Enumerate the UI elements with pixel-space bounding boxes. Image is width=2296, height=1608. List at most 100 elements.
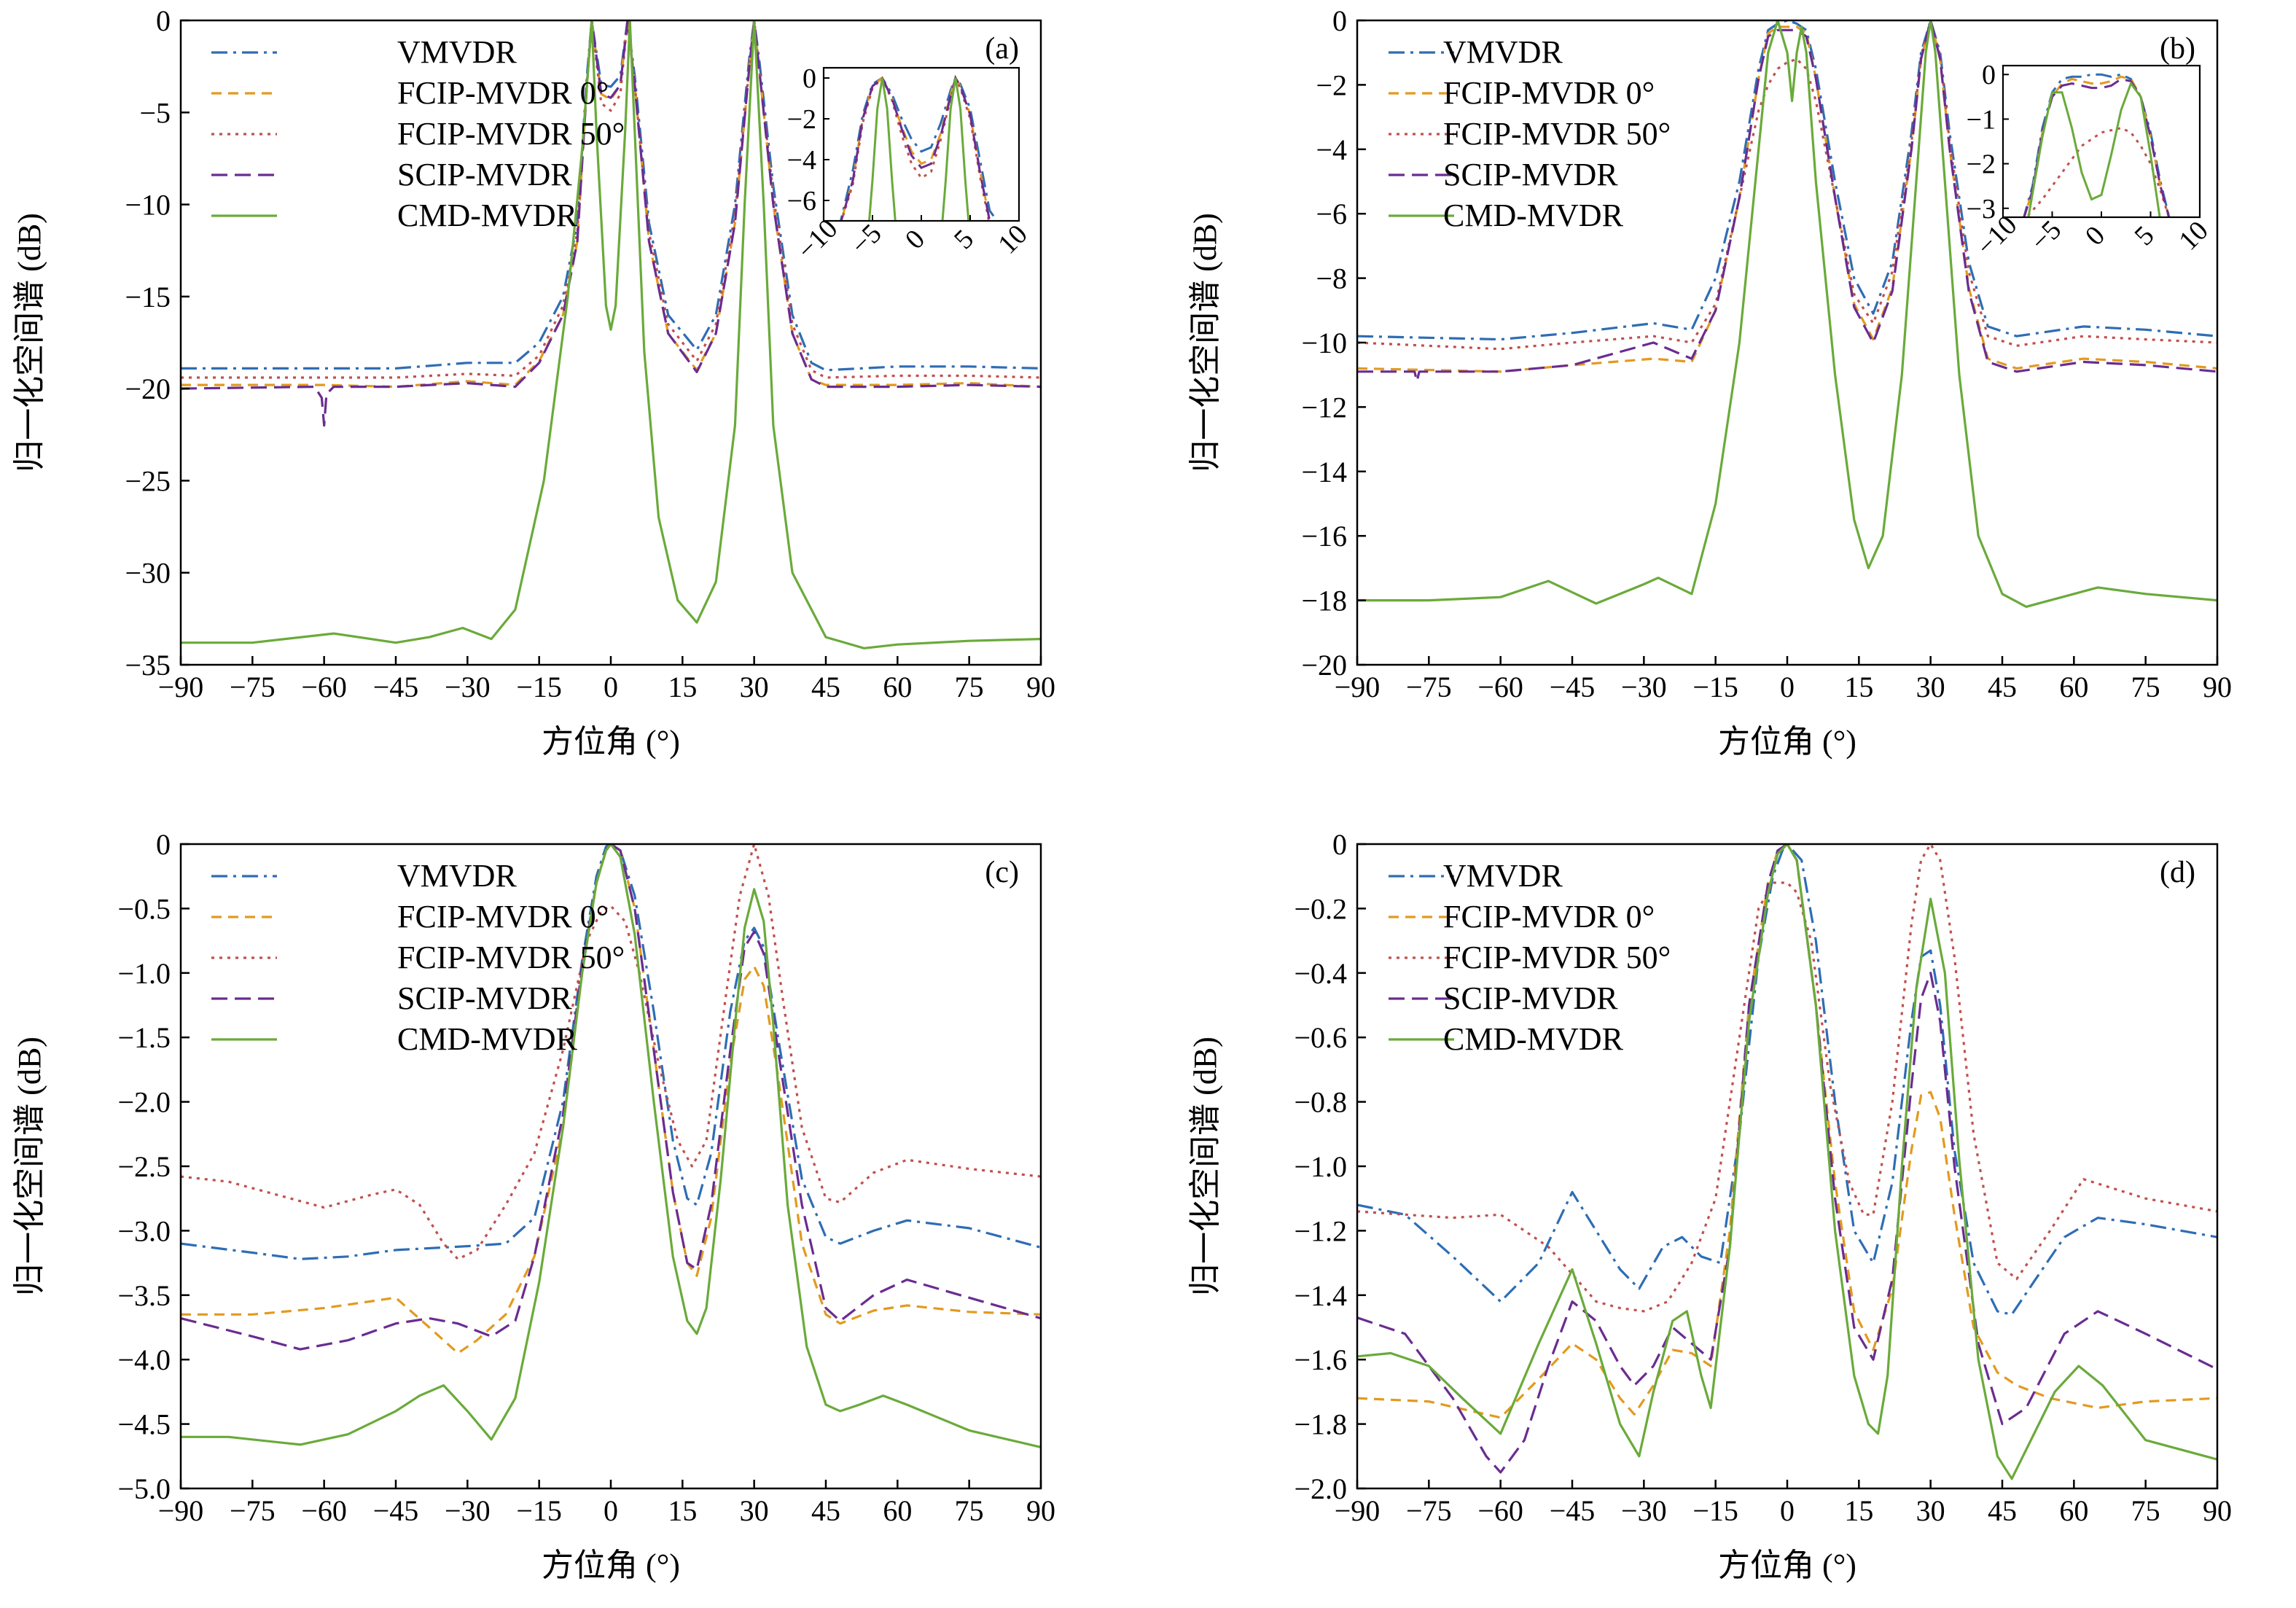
inset-x-tick-label: 10 bbox=[992, 219, 1034, 260]
y-tick-label: −14 bbox=[1301, 456, 1347, 488]
x-tick-label: −30 bbox=[1621, 671, 1667, 703]
x-tick-label: 90 bbox=[1026, 671, 1055, 703]
y-tick-label: −0.2 bbox=[1294, 892, 1347, 925]
y-tick-label: 0 bbox=[156, 828, 171, 861]
series-line-scip-mvdr bbox=[181, 844, 1041, 1351]
y-tick-label: −15 bbox=[125, 281, 171, 313]
panel-label: (c) bbox=[985, 856, 1019, 889]
series-line-scip-mvdr bbox=[1357, 844, 2217, 1474]
legend: VMVDR FCIP-MVDR 0° FCIP-MVDR 50° SCIP-MVDR C… bbox=[1389, 858, 1671, 1057]
x-tick-label: −15 bbox=[516, 1494, 562, 1527]
x-axis-title: 方位角 (°) bbox=[542, 1547, 680, 1583]
y-axis-title: 归一化空间谱 (dB) bbox=[1187, 1037, 1223, 1296]
x-tick-label: −75 bbox=[230, 1494, 276, 1527]
x-tick-label: 60 bbox=[2059, 1494, 2088, 1527]
panel-b: −90 −75 −60 −45 −30 −15 0 15 30 45 60 75 900−2−4−6−8… bbox=[1187, 4, 2232, 760]
legend-label: FCIP-MVDR 50° bbox=[397, 940, 625, 975]
series-line-vmvdr bbox=[1357, 844, 2217, 1316]
y-tick-label: −2.0 bbox=[117, 1086, 171, 1119]
inset-y-tick-label: −4 bbox=[787, 145, 816, 176]
y-tick-label: −2.0 bbox=[1294, 1472, 1347, 1505]
legend-label: CMD-MVDR bbox=[397, 1021, 578, 1057]
series-line-fcip-mvdr-0- bbox=[181, 844, 1041, 1355]
legend: VMVDR FCIP-MVDR 0° FCIP-MVDR 50° SCIP-MVDR C… bbox=[1389, 34, 1671, 233]
legend-label: VMVDR bbox=[397, 858, 517, 894]
y-axis-title: 归一化空间谱 (dB) bbox=[12, 213, 47, 472]
x-tick-label: −30 bbox=[445, 671, 491, 703]
legend-label: SCIP-MVDR bbox=[1443, 157, 1618, 192]
x-tick-label: 60 bbox=[883, 1494, 912, 1527]
inset-y-tick-label: −2 bbox=[1967, 149, 1996, 180]
inset-y-tick-label: −2 bbox=[787, 104, 816, 135]
x-tick-label: 15 bbox=[1844, 1494, 1873, 1527]
y-tick-label: −1.0 bbox=[117, 957, 171, 990]
x-tick-label: 60 bbox=[2059, 671, 2088, 703]
series-line-cmd-mvdr bbox=[181, 844, 1041, 1448]
inset-y-tick-label: −3 bbox=[1967, 194, 1996, 225]
y-tick-label: −5.0 bbox=[117, 1472, 171, 1505]
inset-y-tick-label: 0 bbox=[1982, 60, 1996, 90]
panel-label: (a) bbox=[985, 32, 1019, 66]
x-tick-label: 15 bbox=[668, 1494, 697, 1527]
x-tick-label: −45 bbox=[1550, 1494, 1596, 1527]
inset-chart: −10 −5 0 5 100−1−2−3 bbox=[1967, 60, 2214, 262]
inset-x-tick-label: 0 bbox=[2080, 220, 2111, 251]
y-tick-label: −35 bbox=[125, 649, 171, 682]
legend-label: VMVDR bbox=[1443, 858, 1563, 894]
legend-label: CMD-MVDR bbox=[397, 198, 578, 233]
legend-label: CMD-MVDR bbox=[1443, 198, 1624, 233]
inset-series-line bbox=[868, 77, 970, 221]
series-group bbox=[181, 844, 1041, 1448]
y-tick-label: −8 bbox=[1316, 262, 1347, 295]
y-tick-label: −0.5 bbox=[117, 892, 171, 925]
y-tick-label: −0.6 bbox=[1294, 1021, 1347, 1054]
panel-label: (b) bbox=[2160, 32, 2195, 66]
legend-label: SCIP-MVDR bbox=[1443, 980, 1618, 1016]
y-tick-label: −2 bbox=[1316, 69, 1347, 101]
x-tick-label: 60 bbox=[883, 671, 912, 703]
x-tick-label: −30 bbox=[445, 1494, 491, 1527]
y-tick-label: −1.8 bbox=[1294, 1408, 1347, 1441]
inset-x-tick-label: −5 bbox=[845, 218, 887, 260]
legend-label: SCIP-MVDR bbox=[397, 980, 572, 1016]
panel-c: −90 −75 −60 −45 −30 −15 0 15 30 45 60 75 90 0 −0.5 −1.0… bbox=[12, 828, 1055, 1583]
y-tick-label: −1.4 bbox=[1294, 1279, 1347, 1312]
series-line-cmd-mvdr bbox=[1357, 844, 2217, 1480]
x-tick-label: 0 bbox=[1780, 1494, 1795, 1527]
x-tick-label: 30 bbox=[1916, 1494, 1945, 1527]
x-tick-label: −90 bbox=[158, 671, 204, 703]
y-tick-label: −4.0 bbox=[117, 1343, 171, 1376]
series-line-fcip-mvdr-50- bbox=[1357, 844, 2217, 1313]
y-tick-label: 0 bbox=[1332, 828, 1347, 861]
x-tick-label: −15 bbox=[1692, 1494, 1738, 1527]
series-line-vmvdr bbox=[1357, 20, 2217, 341]
x-tick-label: −30 bbox=[1621, 1494, 1667, 1527]
y-tick-label: −5 bbox=[139, 96, 171, 129]
inset-series-line bbox=[840, 74, 991, 221]
legend-label: VMVDR bbox=[397, 34, 517, 70]
x-tick-label: −60 bbox=[1477, 671, 1523, 703]
series-line-cmd-mvdr bbox=[1357, 20, 2217, 609]
series-line-fcip-mvdr-50- bbox=[181, 844, 1041, 1260]
y-axis-title: 归一化空间谱 (dB) bbox=[12, 1037, 47, 1296]
x-tick-label: 75 bbox=[955, 671, 984, 703]
y-tick-label: −1.0 bbox=[1294, 1150, 1347, 1183]
x-tick-label: 15 bbox=[1844, 671, 1873, 703]
legend-label: FCIP-MVDR 0° bbox=[397, 75, 609, 111]
y-tick-label: −3.0 bbox=[117, 1214, 171, 1247]
x-tick-label: −75 bbox=[1406, 1494, 1452, 1527]
legend-label: FCIP-MVDR 0° bbox=[397, 899, 609, 934]
series-group bbox=[1357, 20, 2217, 609]
x-tick-label: 75 bbox=[2131, 671, 2160, 703]
x-tick-label: 0 bbox=[604, 671, 618, 703]
panel-d: −90 −75 −60 −45 −30 −15 0 15 30 45 60 75 90 0 −0.2 −0.4… bbox=[1187, 828, 2232, 1583]
inset-x-tick-label: 5 bbox=[948, 224, 980, 255]
inset-series-line bbox=[2023, 77, 2171, 217]
series-group bbox=[1357, 844, 2217, 1480]
series-line-scip-mvdr bbox=[181, 20, 1041, 427]
x-tick-label: −90 bbox=[1335, 1494, 1381, 1527]
x-tick-label: 45 bbox=[1988, 1494, 2017, 1527]
x-axis-title: 方位角 (°) bbox=[1718, 1547, 1856, 1583]
x-tick-label: −15 bbox=[1692, 671, 1738, 703]
x-tick-label: −90 bbox=[1335, 671, 1381, 703]
